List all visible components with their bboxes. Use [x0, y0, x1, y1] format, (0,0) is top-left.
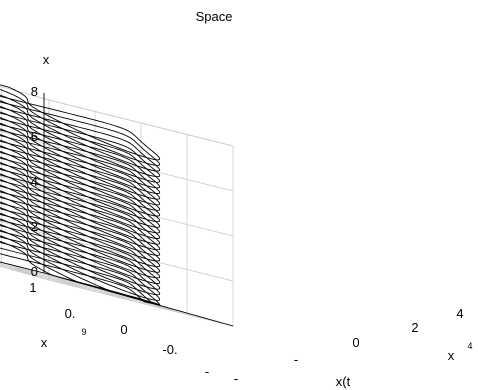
- grid-floor-y-1: [0, 261, 188, 315]
- y-axis-label: x: [41, 335, 48, 350]
- grid-right-z-1: [48, 234, 234, 282]
- x-tick-label-1: -: [294, 352, 298, 367]
- y-tick-label-0: -: [205, 364, 209, 379]
- z-tick-label-3: 6: [31, 129, 38, 144]
- z-tick-label-0: 0: [31, 264, 38, 279]
- z-tick-label-2: 4: [31, 174, 38, 189]
- series-line-28: [0, 84, 161, 161]
- z-tick-label-1: 2: [31, 219, 38, 234]
- x-tick-label-2: 0: [352, 335, 359, 350]
- grid-top-right: [48, 99, 234, 147]
- grid-right-z-3: [48, 144, 234, 192]
- x-axis-line: [43, 272, 234, 327]
- chart-title: Space: [196, 9, 233, 24]
- x-axis-label-superscript: 4: [467, 341, 472, 351]
- grid-floor-y-2: [0, 263, 142, 304]
- grid-floor-y-3: [0, 264, 96, 292]
- curve-layer: [0, 84, 161, 306]
- x-tick-label-0: -: [234, 371, 238, 386]
- y-tick-label-3: 0.: [65, 306, 76, 321]
- z-tick-label-4: 8: [31, 84, 38, 99]
- x-tick-label-3: 2: [411, 320, 418, 335]
- grid-floor-y-4: [0, 265, 50, 281]
- x-tick-label-4: 4: [456, 306, 463, 321]
- y-tick-label-2: 0: [120, 322, 127, 337]
- x-axis-label: x(t: [336, 374, 351, 389]
- series-line-27: [0, 88, 161, 166]
- y-tick-label-4: 1: [29, 280, 36, 295]
- grid-right-z-2: [48, 189, 234, 237]
- y-axis-label-superscript: 9: [81, 327, 86, 337]
- z-axis-label: x: [43, 52, 50, 67]
- y-tick-label-1: -0.: [162, 342, 177, 357]
- x-axis-label-2: x: [448, 348, 455, 363]
- grid-floor-x-1: [0, 263, 92, 287]
- y-axis-line: [0, 261, 45, 274]
